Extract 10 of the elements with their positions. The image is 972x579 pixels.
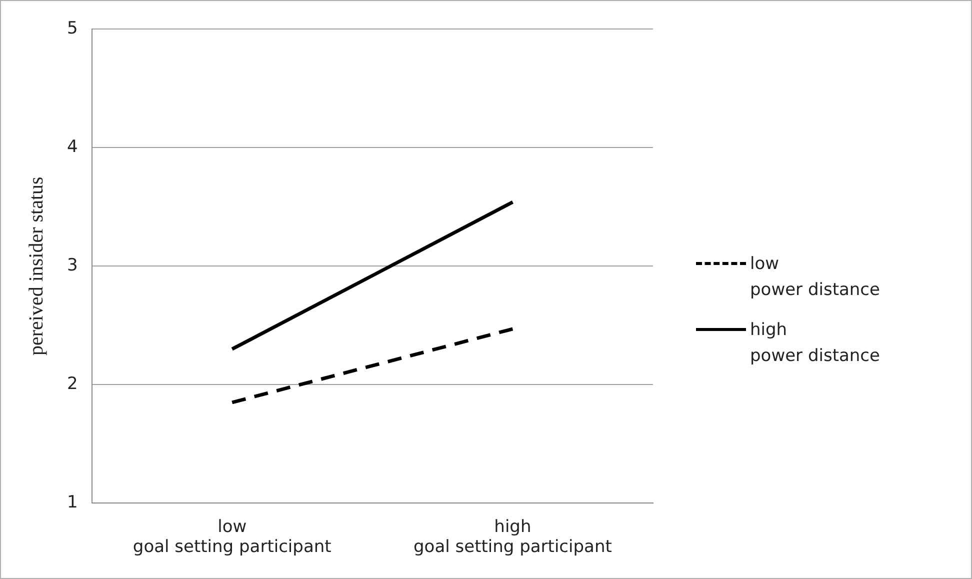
y-tick-label: 2 [66,374,78,394]
y-tick-label: 3 [66,256,78,276]
x-tick-label: high goal setting participant [414,516,612,558]
y-axis-title: pereived insider status [25,176,48,356]
legend-label: high power distance [750,319,880,368]
x-tick-label: low goal setting participant [132,516,332,558]
legend-label: low power distance [750,253,880,302]
y-tick-label: 5 [66,18,78,38]
y-tick-label: 4 [66,136,78,157]
y-tick-label: 1 [66,492,78,513]
